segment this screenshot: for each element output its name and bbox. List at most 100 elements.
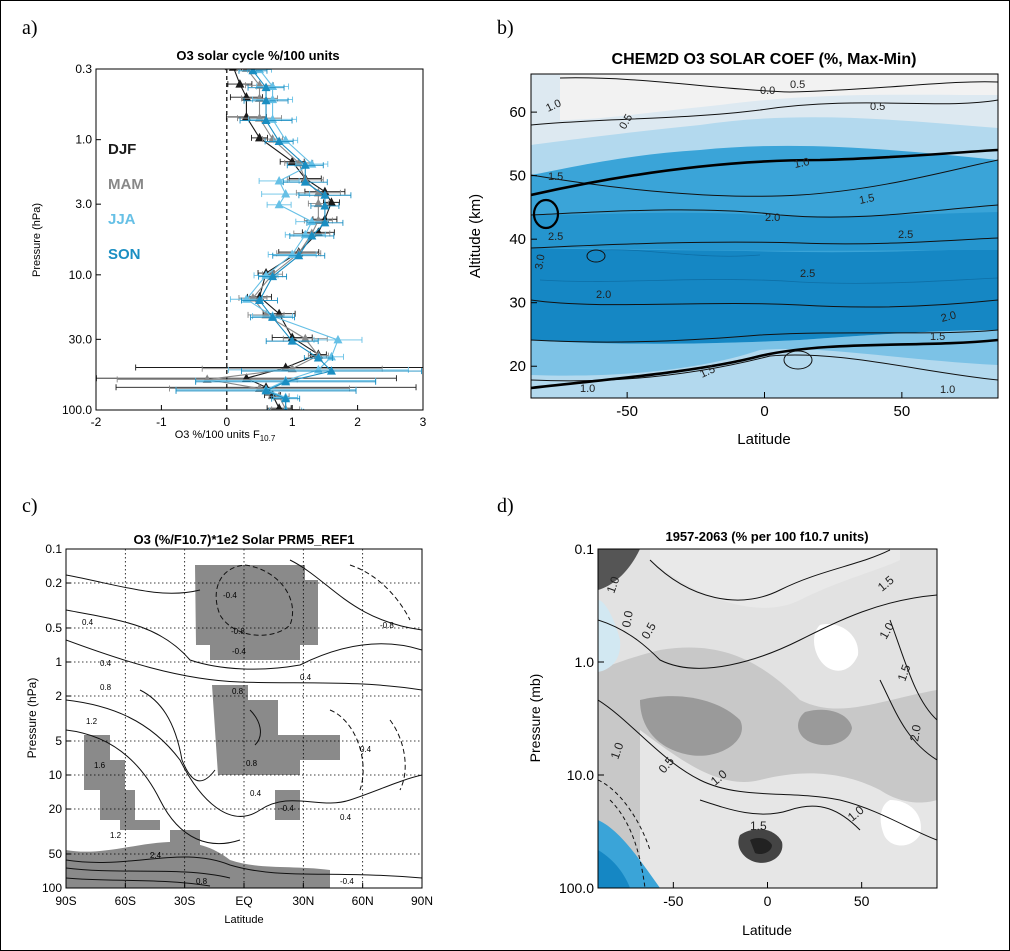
data-point <box>300 160 310 169</box>
panel-a-ytick-label: 10.0 <box>69 268 93 282</box>
panel-d-ylabel: Pressure (mb) <box>527 674 543 763</box>
panel-c-chart: O3 (%/F10.7)*1e2 Solar PRM5_REF1 -0.4 -0… <box>25 532 433 926</box>
panel-c-contour-label: 0.4 <box>360 745 372 754</box>
panel-c-xtick-label: 30S <box>174 894 195 908</box>
panel-d-contour-label: 1.5 <box>895 662 914 683</box>
data-point <box>248 69 258 75</box>
panel-c-ytick-label: 50 <box>49 847 63 861</box>
data-point <box>320 200 330 210</box>
panel-b-contour-label: 1.0 <box>940 384 955 396</box>
panel-c-ytick-label: 20 <box>49 802 63 816</box>
panel-c-ytick-label: 0.2 <box>45 576 62 590</box>
panel-d-contour-label: 0.0 <box>619 609 636 628</box>
panel-c-xtick-label: EQ <box>235 894 252 908</box>
panel-c-ylabel: Pressure (hPa) <box>25 678 39 759</box>
panel-d-ytick-label: 1.0 <box>575 654 595 670</box>
series-line-mam <box>207 69 320 410</box>
data-point <box>281 376 291 386</box>
data-point <box>261 115 271 125</box>
data-point <box>274 136 284 145</box>
panel-d-contour-label: 2.0 <box>907 723 924 742</box>
data-point <box>255 295 264 304</box>
panel-c-contour-label: -0.4 <box>223 591 237 600</box>
panel-c-title: O3 (%/F10.7)*1e2 Solar PRM5_REF1 <box>133 532 354 547</box>
data-point <box>275 403 283 410</box>
panel-b-contour-label: 0.5 <box>790 79 805 91</box>
panel-a-ytick-label: 100.0 <box>62 403 92 417</box>
panel-a-xtick-label: 0 <box>223 415 230 429</box>
data-point <box>300 333 310 343</box>
data-point <box>313 198 323 208</box>
panel-b-contour-label: 0.0 <box>760 85 775 97</box>
panel-c-contour-label: -0.4 <box>340 877 354 886</box>
series-line-son <box>252 70 333 410</box>
panel-c-contour-label: 0.4 <box>300 673 312 682</box>
panel-d-field: 1.0 0.0 0.5 1.5 1.0 1.5 2.0 1.0 0.5 1.0 … <box>598 549 937 888</box>
panel-a-ytick-label: 1.0 <box>75 133 92 147</box>
panel-c-contour-label: 0.4 <box>250 789 262 798</box>
panel-c-ytick-label: 1 <box>55 655 62 669</box>
panel-a-ytick-label: 3.0 <box>75 197 92 211</box>
panel-d-contour-label: 1.0 <box>604 574 623 595</box>
panel-c-contour-label: -0.8 <box>231 627 245 636</box>
panel-b-contour-label: 2.0 <box>765 212 780 224</box>
data-point <box>281 189 291 198</box>
panel-c-contour-label: -0.8 <box>380 621 394 630</box>
panel-c-ytick-label: 0.5 <box>45 621 62 635</box>
data-point <box>287 336 297 345</box>
data-point <box>300 177 310 186</box>
panel-d-ytick-label: 100.0 <box>559 880 594 896</box>
panel-c-contour-label: 2.4 <box>150 851 162 860</box>
panel-c-contour-label: -0.4 <box>232 647 246 656</box>
panel-b-contour-label: 1.5 <box>548 171 563 183</box>
panel-label-d: d) <box>497 495 514 517</box>
panel-c-xtick-label: 60S <box>115 894 136 908</box>
data-point <box>255 132 264 142</box>
panel-d-contour-label: 1.0 <box>608 740 627 761</box>
panel-b-contour-label: 2.5 <box>548 231 563 243</box>
data-point <box>320 217 330 227</box>
panel-b-contour-label: 2.5 <box>898 229 913 241</box>
panel-b-ylabel: Altitude (km) <box>467 194 484 278</box>
panel-d-xtick-label: 0 <box>764 893 772 909</box>
panel-label-b: b) <box>497 17 514 39</box>
panel-b-chart: CHEM2D O3 SOLAR COEF (%, Max-Min) 1 <box>467 51 999 448</box>
panel-c-xtick-label: 60N <box>352 894 374 908</box>
panel-c-contour-label: 0.4 <box>340 813 352 822</box>
panel-label-c: c) <box>22 495 38 517</box>
data-point <box>274 175 284 185</box>
data-point <box>287 156 297 166</box>
panel-c-contour-label: -0.4 <box>280 804 294 813</box>
panel-c-contour-label: 0.4 <box>100 659 112 668</box>
panel-c-ytick-label: 2 <box>55 689 62 703</box>
panel-d-ytick-label: 10.0 <box>567 767 594 783</box>
data-point <box>268 271 278 281</box>
panel-b-ytick-label: 20 <box>509 358 526 375</box>
panel-a-xtick-label: 3 <box>420 415 427 429</box>
data-point <box>241 92 251 101</box>
panel-b-contour-label: 0.5 <box>870 101 885 113</box>
panel-a-xtick-label: 1 <box>289 415 296 429</box>
panel-a-axes-box <box>95 68 424 411</box>
panel-c-contour-label: 0.8 <box>246 759 258 768</box>
data-point <box>261 82 271 92</box>
panel-b-contour-label: 1.5 <box>930 331 945 343</box>
data-point <box>274 199 284 209</box>
panel-a-ylabel: Pressure (hPa) <box>31 203 43 277</box>
data-point <box>313 353 323 362</box>
panel-c-ytick-label: 10 <box>49 768 63 782</box>
panel-b-contour-label: 1.5 <box>698 363 717 380</box>
panel-b-contour-label: 2.0 <box>940 309 958 325</box>
data-point <box>307 230 317 240</box>
panel-c-contour-label: 0.4 <box>82 618 94 627</box>
panel-a-xtick-label: -1 <box>156 415 167 429</box>
panel-label-a: a) <box>22 17 38 39</box>
panel-d-xlabel: Latitude <box>742 922 792 938</box>
panel-d-contour-label: 1.5 <box>750 819 767 833</box>
panel-c-field: -0.4 -0.8 -0.4 0.4 0.4 0.8 0.8 1.2 1.6 0… <box>66 559 422 888</box>
panel-c-ytick-label: 0.1 <box>45 542 62 556</box>
panel-b-field: 1.0 0.5 0.0 0.5 0.5 1.0 1.5 1.5 2.0 2.5 … <box>531 74 998 398</box>
legend-entry-jja: JJA <box>108 211 136 228</box>
panel-b-title: CHEM2D O3 SOLAR COEF (%, Max-Min) <box>612 51 917 68</box>
